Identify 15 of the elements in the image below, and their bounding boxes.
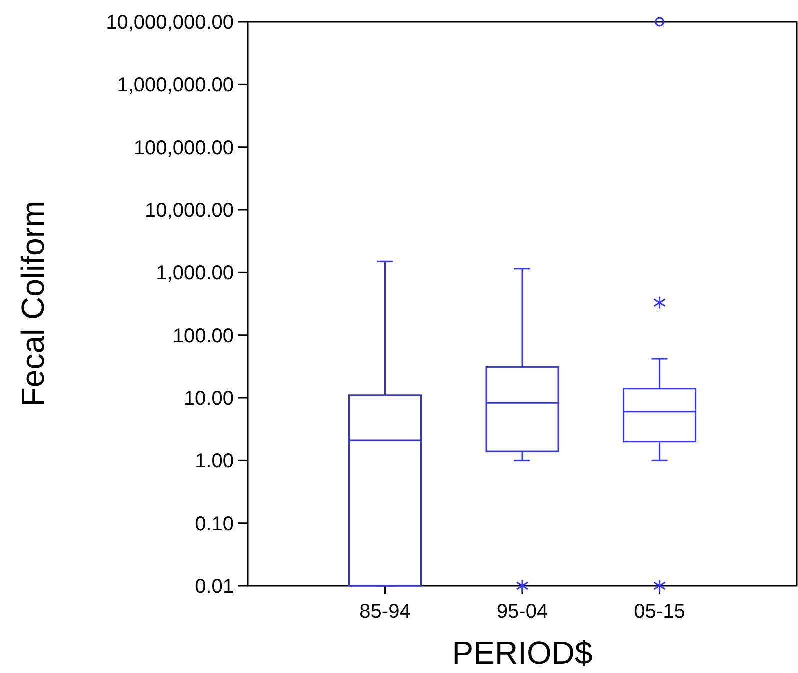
y-tick-label: 100.00 <box>172 325 234 348</box>
y-tick-label: 0.10 <box>195 513 234 536</box>
y-tick-label: 10.00 <box>184 388 234 410</box>
y-tick-label: 10,000.00 <box>145 200 234 222</box>
y-axis-title: Fecal Coliform <box>15 200 51 408</box>
x-tick-label: 95-04 <box>496 601 548 623</box>
x-tick-label: 05-15 <box>634 601 686 623</box>
x-axis-title: PERIOD$ <box>452 635 593 671</box>
y-tick-label: 100,000.00 <box>134 137 234 160</box>
y-tick-label: 1,000,000.00 <box>117 74 234 97</box>
y-tick-label: 1.00 <box>195 450 234 473</box>
x-tick-label: 85-94 <box>360 601 411 623</box>
y-tick-label: 1,000.00 <box>156 262 234 285</box>
y-tick-label: 10,000,000.00 <box>106 12 234 34</box>
y-tick-label: 0.01 <box>195 576 234 598</box>
